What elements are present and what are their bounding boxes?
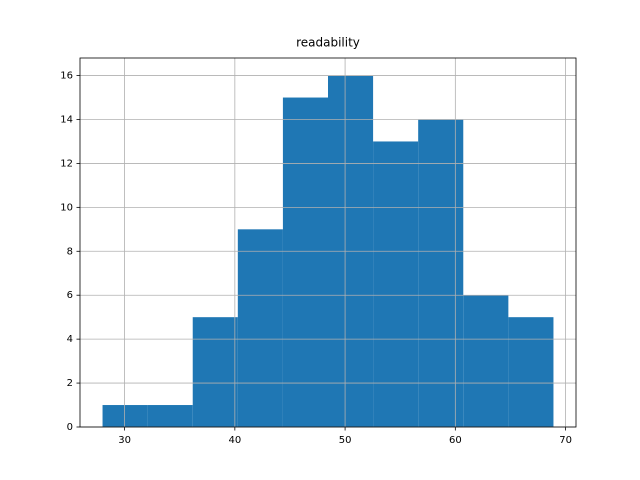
bar <box>418 119 464 427</box>
axes-frame <box>79 57 577 428</box>
y-tick-label: 0 <box>67 422 73 433</box>
bar <box>282 97 328 428</box>
bar <box>147 405 193 427</box>
bar <box>508 317 554 427</box>
y-tick-label: 16 <box>60 71 73 82</box>
bar <box>373 141 419 427</box>
bar <box>237 229 283 427</box>
x-tick-label: 60 <box>449 435 462 446</box>
y-tick-label: 8 <box>67 246 73 257</box>
x-tick-label: 30 <box>118 435 131 446</box>
bar <box>102 405 148 427</box>
chart-title: readability <box>296 36 360 50</box>
x-tick-label: 70 <box>559 435 572 446</box>
y-tick-label: 10 <box>60 202 73 213</box>
y-tick-label: 14 <box>60 115 73 126</box>
x-tick-label: 50 <box>339 435 352 446</box>
x-tick-label: 40 <box>228 435 241 446</box>
y-tick-label: 4 <box>67 334 73 345</box>
bar <box>192 317 238 427</box>
y-tick-label: 12 <box>60 158 73 169</box>
y-tick-label: 6 <box>67 290 73 301</box>
y-tick-label: 2 <box>67 378 73 389</box>
bar <box>463 295 509 427</box>
